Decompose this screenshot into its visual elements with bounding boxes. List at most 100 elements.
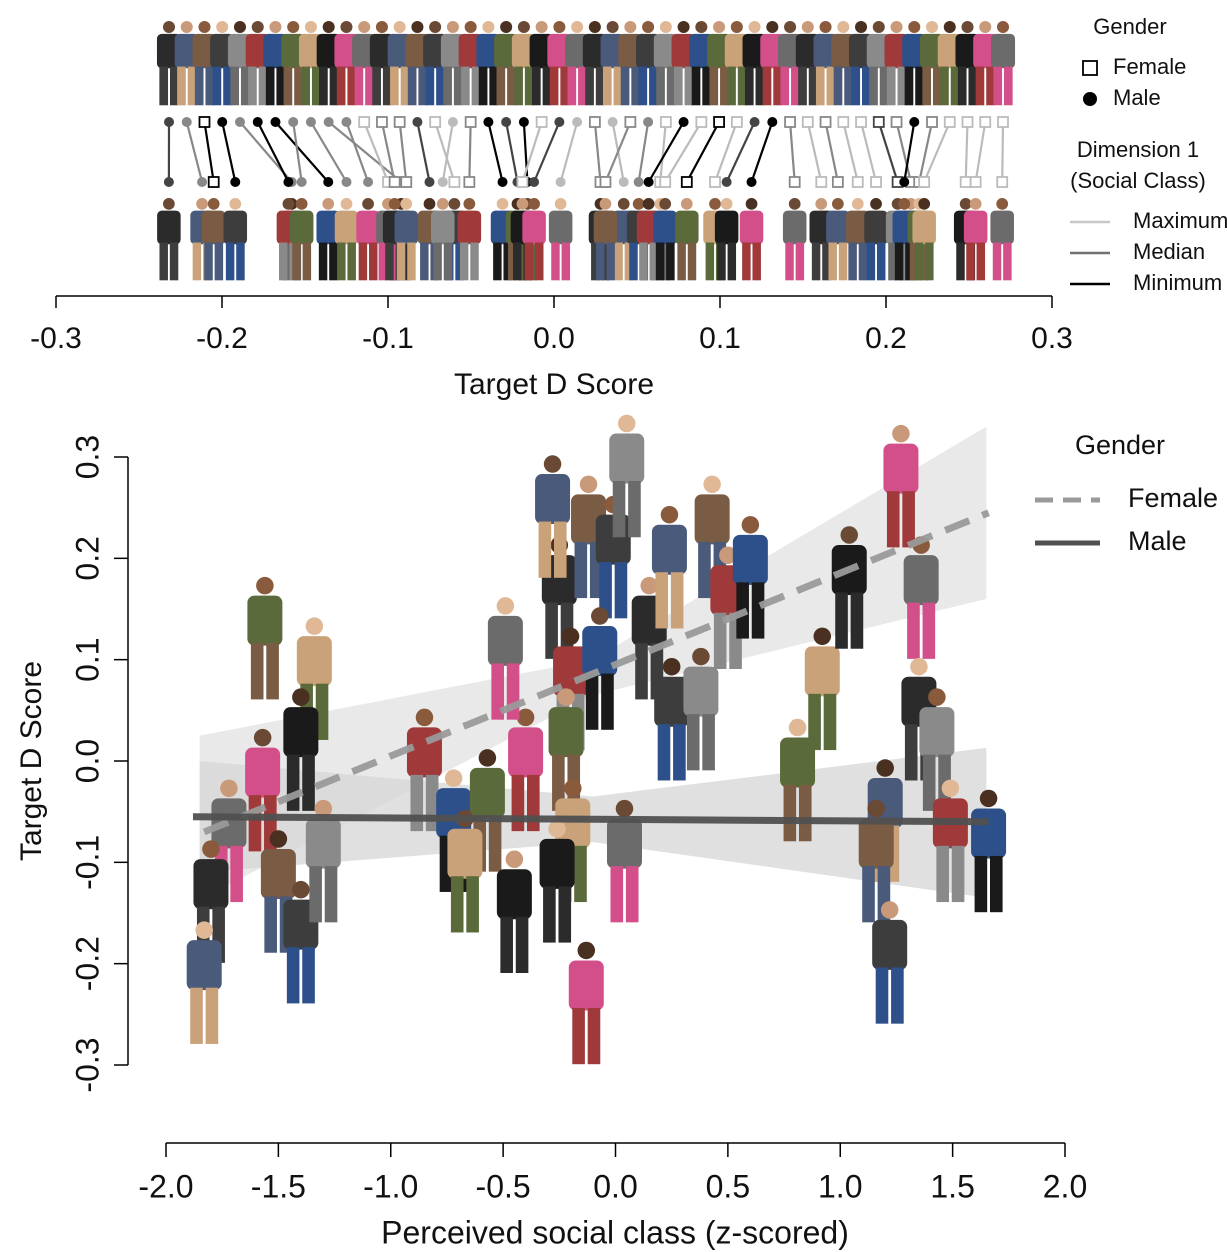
photo-leg [410, 775, 423, 831]
photo-leg [936, 846, 949, 902]
photo-leg [562, 243, 570, 281]
x-tick-label: -0.3 [30, 322, 82, 355]
photo-leg [728, 243, 736, 281]
x-tick-label: 0.0 [533, 322, 575, 355]
photo-head [591, 607, 609, 625]
photo-leg [975, 856, 988, 912]
photo-head [892, 425, 910, 443]
photo-leg [355, 67, 364, 106]
target-photo [964, 198, 988, 280]
figure: Gender Dimension 1 (Social Class) Target… [0, 0, 1227, 1252]
score-marker [660, 177, 670, 187]
x-tick-label: 0.5 [706, 1168, 750, 1204]
photo-torso [187, 940, 222, 990]
photo-leg [905, 724, 918, 780]
photo-leg [613, 481, 626, 537]
photo-head [562, 628, 580, 646]
rank-marker [412, 117, 422, 127]
target-photo [458, 198, 482, 280]
photo-leg [798, 67, 807, 106]
photo-leg [588, 1008, 601, 1064]
photo-head [660, 21, 672, 33]
photo-head [979, 21, 991, 33]
photo-leg [869, 67, 878, 106]
photo-head [908, 21, 920, 33]
photo-head [449, 198, 461, 210]
photo-leg [902, 491, 915, 547]
photo-leg [230, 67, 239, 106]
photo-head [898, 198, 910, 210]
photo-leg [796, 243, 804, 281]
photo-head [837, 21, 849, 33]
photo-leg [990, 856, 1003, 912]
x-axis-title: Perceived social class (z-scored) [381, 1214, 849, 1250]
legend-label: Male [1128, 526, 1187, 556]
photo-leg [287, 947, 300, 1003]
photo-head [292, 688, 310, 706]
score-marker [230, 177, 240, 187]
photo-leg [628, 481, 641, 537]
photo-head [416, 709, 434, 727]
photo-leg [385, 243, 393, 281]
connector [966, 122, 968, 182]
target-photo [290, 198, 314, 280]
rank-marker [537, 117, 547, 127]
photo-leg [688, 243, 696, 281]
photo-head [208, 198, 220, 210]
connector [222, 122, 235, 182]
score-marker [197, 177, 207, 187]
photo-head [256, 577, 274, 595]
photo-torso [488, 616, 523, 666]
photo-leg [500, 917, 513, 973]
photo-head [196, 198, 208, 210]
connector [595, 122, 601, 182]
rank-marker [963, 117, 973, 127]
photo-head [961, 21, 973, 33]
rank-marker [714, 117, 724, 127]
photo-head [548, 820, 566, 838]
score-marker [363, 177, 373, 187]
target-photo [675, 198, 699, 280]
photo-leg [709, 67, 718, 106]
photo-torso [470, 768, 505, 818]
x-tick-label: -0.1 [362, 322, 414, 355]
connector [187, 122, 202, 182]
photo-head [789, 198, 801, 210]
photo-head [571, 21, 583, 33]
photo-torso [653, 211, 677, 245]
score-marker [323, 177, 333, 187]
photo-head [832, 198, 844, 210]
photo-leg [891, 967, 904, 1023]
rank-marker [767, 117, 777, 127]
target-photo [740, 198, 764, 280]
connector [808, 122, 821, 182]
photo-head [181, 21, 193, 33]
photo-head [766, 21, 778, 33]
photo-torso [783, 211, 807, 245]
photo-head [867, 800, 885, 818]
photo-head [283, 198, 295, 210]
photo-torso [971, 808, 1006, 858]
photo-leg [915, 243, 923, 281]
legend-title: Gender [1093, 14, 1166, 39]
photo-leg [337, 67, 346, 106]
photo-leg [479, 67, 488, 106]
photo-head [928, 688, 946, 706]
target-photo [990, 198, 1014, 280]
rank-marker [253, 117, 263, 127]
photo-leg [206, 988, 219, 1044]
x-tick-label: 2.0 [1043, 1168, 1087, 1204]
rank-marker [501, 117, 511, 127]
connector [1002, 122, 1003, 182]
score-marker [390, 177, 400, 187]
connector [861, 122, 876, 182]
rank-marker [679, 117, 689, 127]
photo-head [643, 198, 655, 210]
photo-leg [752, 582, 765, 638]
photo-torso [683, 667, 718, 717]
photo-leg [698, 542, 711, 598]
rank-marker [927, 117, 937, 127]
rank-marker [590, 117, 600, 127]
score-marker [600, 177, 610, 187]
photo-leg [287, 755, 300, 811]
